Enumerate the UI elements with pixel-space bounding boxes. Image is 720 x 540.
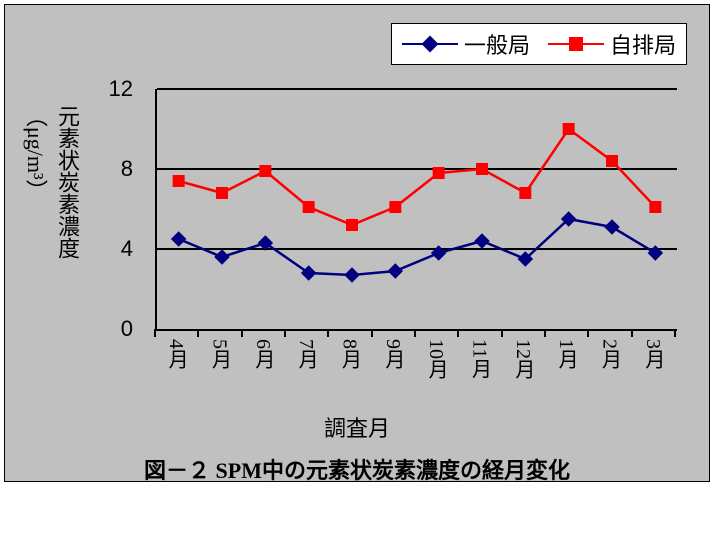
x-tick-mark	[327, 329, 329, 337]
x-tick-label: 4月	[162, 339, 191, 369]
y-tick-label: 0	[93, 316, 133, 342]
series-line	[179, 129, 656, 225]
square-icon	[389, 201, 401, 213]
diamond-icon	[474, 233, 490, 249]
x-tick-label: 2月	[596, 339, 625, 369]
x-tick-mark	[631, 329, 633, 337]
legend-item: 一般局	[402, 28, 530, 60]
x-tick-mark	[284, 329, 286, 337]
square-icon	[433, 167, 445, 179]
x-tick-mark	[241, 329, 243, 337]
x-tick-label: 11月	[466, 339, 495, 378]
x-tick-label: 6月	[249, 339, 278, 369]
diamond-icon	[604, 219, 620, 235]
legend-swatch	[402, 34, 458, 54]
page-root: 一般局 自排局 （μg/m³） 元素状炭素濃度 0 4 8 12 4月 5月 6月 7月 8月 9…	[0, 0, 720, 540]
x-tick-mark	[501, 329, 503, 337]
legend-swatch	[548, 34, 604, 54]
diamond-icon	[301, 265, 317, 281]
x-tick-mark	[457, 329, 459, 337]
series-line	[179, 219, 656, 275]
legend-label: 自排局	[610, 28, 676, 60]
diamond-icon	[431, 245, 447, 261]
series-svg	[157, 89, 677, 329]
x-tick-mark	[544, 329, 546, 337]
x-tick-mark	[154, 329, 156, 337]
x-tick-mark	[674, 329, 676, 337]
y-axis-unit: （μg/m³）	[19, 105, 51, 259]
y-tick-label: 4	[93, 236, 133, 262]
y-axis-title: 元素状炭素濃度	[51, 105, 83, 259]
x-tick-label: 8月	[336, 339, 365, 369]
square-icon	[303, 201, 315, 213]
square-icon	[346, 219, 358, 231]
square-icon	[569, 37, 583, 51]
square-icon	[476, 163, 488, 175]
square-icon	[216, 187, 228, 199]
x-tick-mark	[197, 329, 199, 337]
y-tick-label: 8	[93, 156, 133, 182]
legend-label: 一般局	[464, 28, 530, 60]
x-tick-label: 12月	[509, 339, 538, 379]
diamond-icon	[388, 263, 404, 279]
x-tick-mark	[587, 329, 589, 337]
square-icon	[563, 123, 575, 135]
square-icon	[649, 201, 661, 213]
diamond-icon	[648, 245, 664, 261]
y-axis-label: （μg/m³） 元素状炭素濃度	[19, 105, 83, 259]
chart-caption: 図－２ SPM中の元素状炭素濃度の経月変化	[5, 453, 709, 485]
x-tick-label: 1月	[552, 339, 581, 369]
plot-area	[155, 89, 677, 331]
chart-card: 一般局 自排局 （μg/m³） 元素状炭素濃度 0 4 8 12 4月 5月 6月 7月 8月 9…	[4, 4, 710, 482]
diamond-icon	[171, 231, 187, 247]
diamond-icon	[214, 249, 230, 265]
x-tick-mark	[371, 329, 373, 337]
diamond-icon	[258, 235, 274, 251]
square-icon	[519, 187, 531, 199]
legend-item: 自排局	[548, 28, 676, 60]
y-tick-label: 12	[93, 76, 133, 102]
diamond-icon	[421, 36, 438, 53]
x-tick-label: 10月	[422, 339, 451, 379]
legend: 一般局 自排局	[391, 23, 687, 65]
x-tick-label: 7月	[292, 339, 321, 369]
x-tick-label: 5月	[206, 339, 235, 369]
square-icon	[259, 165, 271, 177]
square-icon	[173, 175, 185, 187]
diamond-icon	[344, 267, 360, 283]
x-axis-label: 調査月	[5, 411, 709, 443]
square-icon	[606, 155, 618, 167]
x-tick-label: 9月	[379, 339, 408, 369]
x-tick-mark	[414, 329, 416, 337]
x-tick-label: 3月	[639, 339, 668, 369]
